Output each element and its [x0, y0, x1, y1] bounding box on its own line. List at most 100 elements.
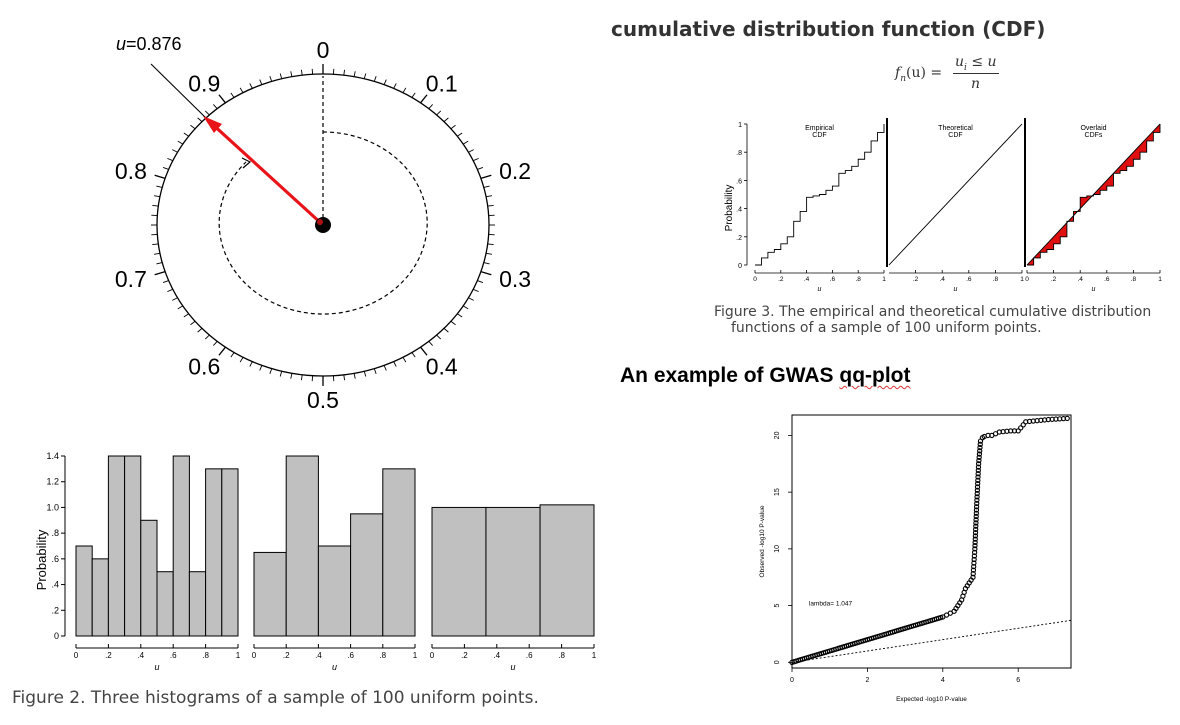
cdf-x-tick-label: .4: [1077, 276, 1083, 283]
dial-tick: [153, 252, 161, 255]
histogram-y-axis: 0 .2 .4 .6 .8 1.0 1.2 1.4: [46, 451, 66, 641]
dial-tick: [457, 132, 463, 137]
cdf-x-tick-label: .8: [1131, 276, 1137, 283]
qq-point: [977, 448, 983, 454]
qq-point: [973, 517, 979, 523]
histogram-y-tick-label: .2: [51, 605, 59, 615]
overlaid-theoretical-line: [1026, 123, 1161, 266]
qq-points: [789, 415, 1070, 665]
qq-point: [973, 507, 980, 513]
histogram-bar: [253, 551, 287, 637]
gwas-title-prefix: An example of GWAS: [620, 364, 840, 387]
qq-point: [970, 567, 977, 573]
dial-tick: [353, 373, 356, 379]
theoretical-cdf-line: [888, 123, 1023, 266]
qq-point: [975, 474, 981, 480]
histogram-bar: [285, 455, 319, 637]
dial-tick: [290, 71, 293, 77]
qq-point: [971, 556, 977, 563]
histogram-bar: [75, 545, 93, 637]
cdf-y-tick-label: 1: [738, 122, 742, 129]
cdf-figure: 0.2.4.6.81 Probability EmpiricalCDF0.2.4…: [724, 118, 1162, 293]
histogram-y-tick-label: 1.2: [46, 477, 59, 487]
qq-y-tick-label: 10: [774, 545, 781, 553]
dial-tick: [279, 73, 283, 79]
dial-tick: [279, 371, 283, 377]
qq-xlabel: Expected -log10 P-value: [896, 696, 967, 703]
histogram-bar: [107, 455, 126, 637]
dial-tick: [436, 334, 442, 340]
histogram-y-tick-label: 1.4: [46, 451, 59, 461]
cdf-x-tick-label: .2: [913, 276, 919, 283]
dial-tick: [487, 243, 494, 246]
qq-frame: [791, 414, 1072, 669]
qq-point: [971, 560, 977, 566]
cdf-x-tick-label: .6: [830, 276, 836, 283]
qq-x-tick-label: 2: [865, 677, 869, 684]
cdf-panel-frame: [755, 118, 884, 265]
dial-tick: [473, 288, 479, 293]
dial-tick: [373, 76, 377, 82]
qq-point: [973, 520, 979, 526]
dial-label: 0.5: [307, 387, 339, 413]
dial-tick: [259, 365, 263, 371]
dial-tick: [420, 94, 428, 104]
dial-tick: [172, 297, 178, 301]
qq-point: [975, 464, 982, 470]
qq-point: [974, 490, 980, 497]
qq-y-tick-label: 5: [774, 604, 781, 608]
qq-point: [977, 441, 983, 447]
cdf-panel-title-line1: Overlaid: [1080, 125, 1106, 132]
histogram-panel: 0 .2 .4 .6 .8 1 u: [430, 504, 597, 672]
dial-tick: [249, 361, 253, 367]
dial-tick: [428, 341, 433, 346]
dial-tick: [363, 371, 367, 377]
qq-point: [972, 546, 978, 552]
dial-dashed-arc: [218, 131, 428, 315]
histogram-bar: [124, 455, 142, 637]
qq-point: [977, 444, 983, 451]
dial-tick: [239, 357, 244, 363]
dial-tick: [183, 132, 189, 137]
dial-label: 0.8: [115, 158, 147, 184]
qq-point: [975, 480, 981, 487]
cdf-y-tick-label: .8: [736, 150, 742, 157]
qq-point: [972, 530, 979, 536]
qq-point: [974, 500, 980, 507]
dial-label: 0.9: [188, 70, 220, 96]
cdf-y-tick-label: .4: [736, 207, 742, 214]
cdf-xlabel: u: [1092, 286, 1096, 293]
dial-tick: [177, 305, 184, 310]
histogram-x-tick-label: 0: [430, 651, 435, 660]
qq-point: [1015, 428, 1021, 434]
dial-tick-marks: [151, 63, 495, 387]
qq-point: [975, 471, 981, 477]
dial-tick: [373, 368, 377, 374]
dial-label: 0.2: [499, 158, 531, 184]
cdf-x-tick-label: .8: [993, 276, 999, 283]
histogram-x-tick-label: .8: [379, 651, 386, 660]
qq-point: [973, 504, 980, 510]
histogram-xlabel: u: [510, 662, 515, 672]
dial-tick: [353, 71, 356, 77]
dial-tick: [443, 117, 449, 122]
dial-tick: [462, 305, 469, 310]
dial-tick: [343, 69, 346, 76]
dial-arc-arrowhead: [241, 157, 252, 169]
histogram-bar: [485, 506, 541, 637]
dial-tick: [218, 346, 226, 356]
qq-point: [972, 539, 978, 546]
dial-tick: [213, 341, 218, 346]
cdf-x-tick-label: 1: [1020, 276, 1024, 283]
dial-tick: [428, 104, 433, 109]
dial-tick: [411, 92, 416, 98]
cdf-panel-title-line2: CDF: [812, 132, 826, 139]
dial-tick: [393, 361, 397, 367]
qq-x-tick-label: 0: [790, 677, 794, 684]
dial-tick: [477, 166, 484, 170]
figure2-caption: Figure 2. Three histograms of a sample o…: [12, 688, 539, 708]
dial-circle: [156, 73, 490, 377]
dial-tick: [156, 262, 163, 265]
dial-tick: [450, 124, 456, 130]
